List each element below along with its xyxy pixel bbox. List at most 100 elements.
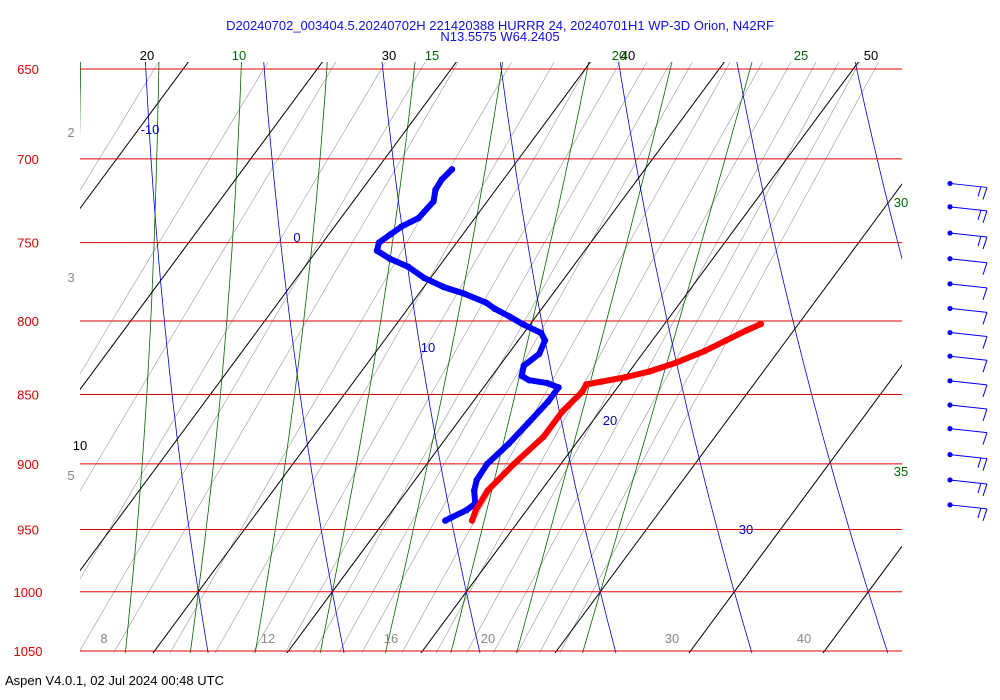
dry-adiabat-label: -10 — [141, 122, 160, 137]
dry-adiabat-line — [381, 62, 481, 653]
wind-barb-staff — [949, 232, 988, 238]
mixing-ratio-line — [214, 62, 555, 653]
pressure-tick-label: 750 — [17, 236, 39, 251]
moist-adiabat-line — [385, 62, 504, 653]
temperature-point — [598, 378, 605, 385]
mixing-ratio-label: 8 — [100, 631, 107, 646]
temperature-point — [472, 507, 479, 514]
mixing-ratio-label: 5 — [67, 468, 74, 483]
isotherm-line — [554, 183, 902, 653]
pressure-tick-label: 1050 — [14, 644, 43, 659]
wind-barb — [947, 180, 988, 200]
wind-barb-flag — [977, 209, 982, 220]
isobars — [80, 68, 902, 652]
wind-barb-flag — [982, 508, 988, 521]
temperature-line — [469, 321, 764, 524]
wind-barb-flag — [982, 483, 988, 497]
isotherm-label: 30 — [382, 48, 396, 63]
wind-barb-staff — [949, 206, 988, 212]
mixing-ratio-label: 16 — [384, 631, 398, 646]
wind-barb-flag — [977, 482, 982, 494]
dewpoint-point — [471, 487, 478, 494]
moist-adiabat-label: 15 — [425, 48, 439, 63]
isotherm-line — [80, 62, 189, 210]
dewpoint-point — [484, 460, 491, 468]
temperature-point — [672, 359, 680, 366]
wind-barb — [947, 329, 988, 349]
mixing-ratio-label: 2 — [67, 125, 74, 140]
mixing-ratio-line — [517, 62, 840, 653]
dewpoint-point — [543, 379, 551, 387]
mixing-ratio-label: 20 — [481, 631, 495, 646]
dewpoint-point — [491, 305, 498, 312]
dewpoint-point — [387, 231, 394, 238]
wind-barb-flag — [982, 336, 988, 349]
wind-barb — [947, 230, 988, 250]
footer-text: Aspen V4.0.1, 02 Jul 2024 00:48 UTC — [5, 673, 224, 688]
wind-barb-flag — [982, 236, 988, 250]
temperature-point — [579, 388, 586, 395]
mixing-ratio-line — [80, 62, 269, 375]
pressure-tick-label: 950 — [17, 523, 39, 538]
isotherm-label: 40 — [621, 48, 635, 63]
dewpoint-point — [505, 440, 513, 447]
isotherm-line — [688, 364, 902, 653]
dewpoint-point — [373, 247, 381, 254]
isotherm-line — [420, 62, 859, 653]
wind-barb-staff — [949, 428, 988, 434]
temperature-point — [559, 408, 566, 415]
mixing-ratio-label: 12 — [261, 631, 275, 646]
moist-adiabat-line — [319, 62, 416, 653]
mixing-ratio-line — [80, 62, 426, 652]
title-line-2: N13.5575 W64.2405 — [440, 29, 560, 44]
moist-adiabat-line — [582, 62, 753, 653]
wind-barb-staff — [949, 307, 988, 313]
wind-barb-flag — [977, 235, 982, 247]
temperature-profile — [468, 320, 765, 524]
dry-adiabat-line — [499, 62, 617, 653]
moist-adiabat-line — [189, 62, 242, 653]
mixing-ratio-line — [313, 62, 648, 653]
wind-barb-staff — [949, 332, 988, 338]
dewpoint-point — [538, 329, 545, 337]
wind-barb — [947, 256, 988, 275]
dry-adiabat-line — [145, 62, 209, 653]
dewpoint-point — [555, 384, 562, 391]
dewpoint-point — [420, 274, 428, 281]
wind-barb-staff — [949, 404, 988, 410]
wind-barb-flag — [982, 187, 988, 200]
isotherms — [80, 62, 902, 653]
temperature-point — [701, 347, 708, 355]
dewpoint-point — [518, 372, 525, 380]
mixing-ratio-label: 30 — [665, 631, 679, 646]
wind-barb-flag — [982, 432, 988, 445]
temperature-point — [468, 517, 476, 524]
mixing-ratio-line — [80, 62, 160, 191]
mixing-ratio-line — [80, 62, 386, 580]
wind-barb-staff — [949, 182, 988, 188]
wind-barb-dot — [947, 204, 953, 210]
dry-adiabat-label: 10 — [421, 340, 435, 355]
wind-barbs — [947, 180, 988, 521]
dewpoint-point — [482, 299, 490, 306]
dewpoint-point — [430, 198, 437, 205]
mixing-ratio-line — [80, 62, 337, 492]
dewpoint-point — [442, 517, 449, 524]
dewpoint-point — [398, 223, 405, 230]
wind-barb-flag — [982, 210, 988, 223]
temperature-point — [510, 460, 518, 468]
wind-barb-flag — [977, 186, 982, 197]
dewpoint-point — [473, 476, 480, 484]
moist-adiabat-label: 25 — [794, 48, 808, 63]
wind-barb — [947, 451, 988, 471]
dewpoint-line — [374, 166, 562, 524]
isotherm-label: 20 — [140, 48, 154, 63]
temperature-point — [757, 320, 765, 328]
wind-barb — [947, 281, 988, 300]
temperature-point — [722, 337, 730, 344]
mixing-ratio-label: 40 — [797, 631, 811, 646]
isotherm-label: 50 — [864, 48, 878, 63]
dewpoint-point — [520, 362, 527, 369]
